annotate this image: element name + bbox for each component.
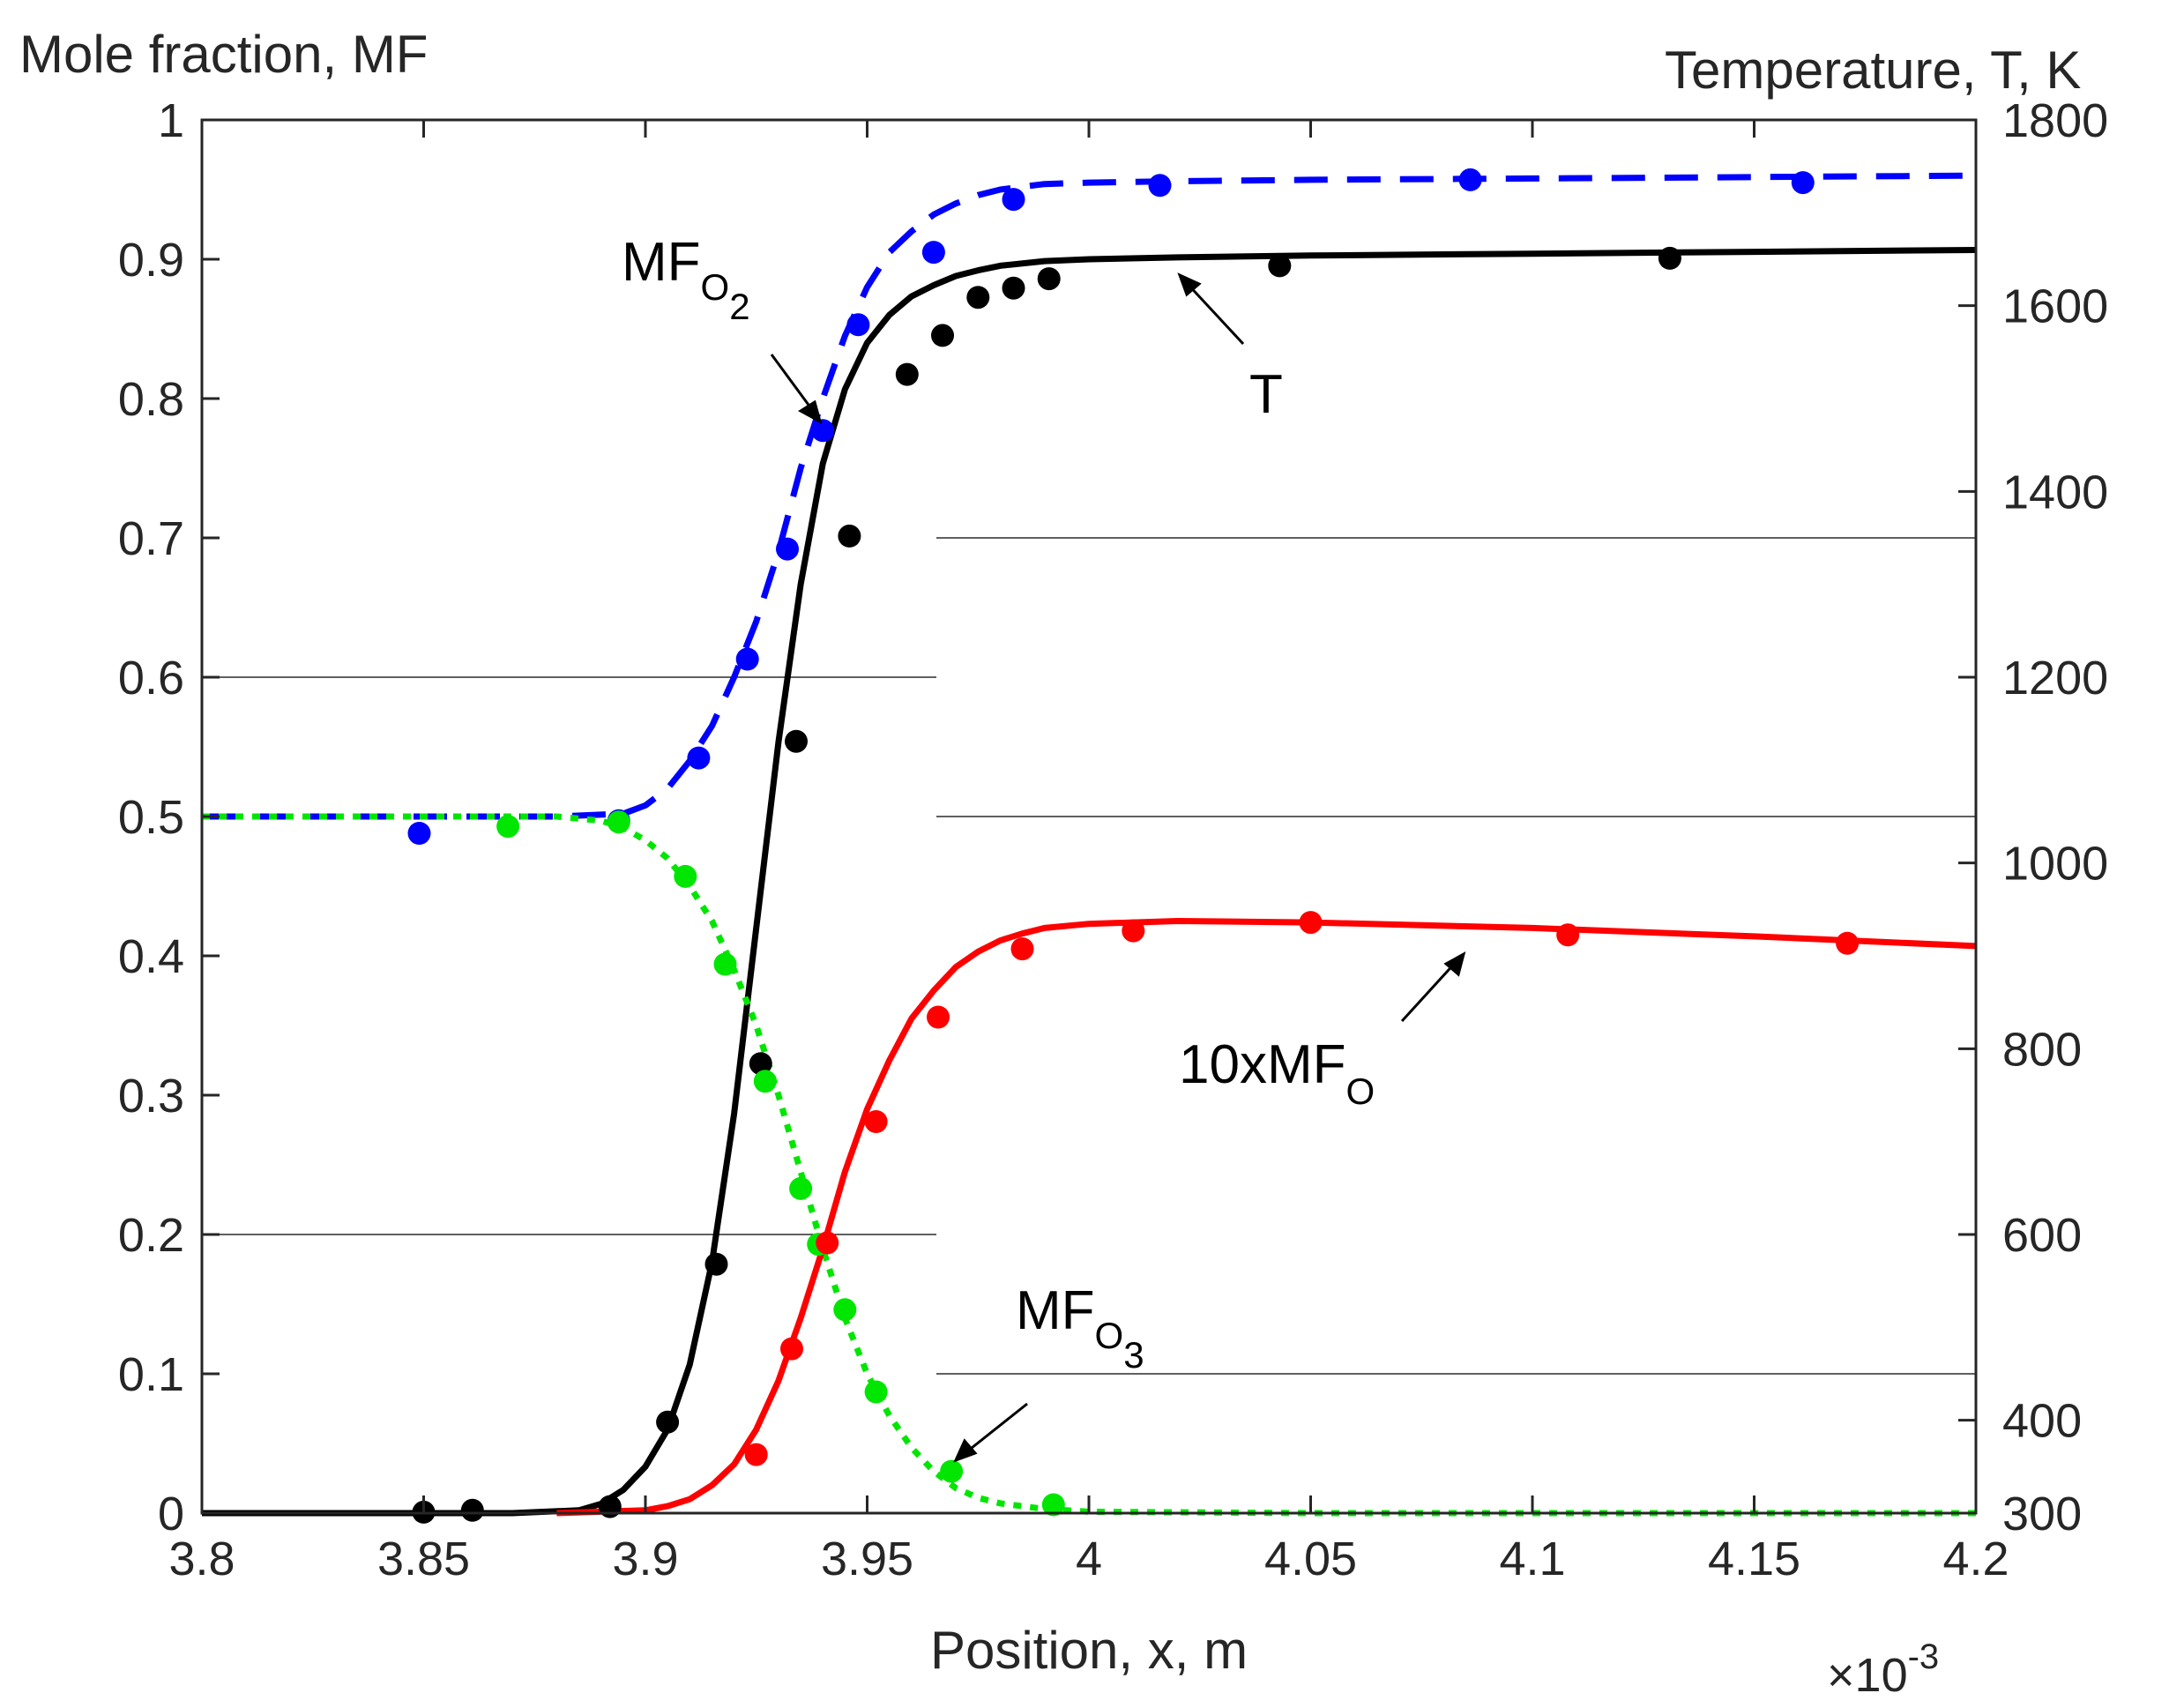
data-point-t xyxy=(895,362,919,386)
x-tick-label: 4.15 xyxy=(1708,1533,1800,1585)
x-exponent: ×10-3 xyxy=(1827,1637,1939,1702)
data-point-t xyxy=(598,1495,622,1518)
data-point-mf-o2 xyxy=(776,537,799,561)
series-line-10xmf-o xyxy=(556,918,1977,1517)
data-point-10xmf-o xyxy=(1010,937,1034,961)
data-point-10xmf-o xyxy=(1556,923,1580,947)
data-point-mf-o3 xyxy=(607,810,630,834)
data-point-mf-o3 xyxy=(789,1176,813,1200)
data-point-mf-o3 xyxy=(753,1070,777,1093)
x-axis-title: Position, x, m xyxy=(930,1621,1248,1680)
data-point-mf-o2 xyxy=(1458,168,1482,191)
x-tick-label: 3.8 xyxy=(168,1533,235,1585)
annotation-arrows xyxy=(770,272,1466,1463)
data-point-mf-o3 xyxy=(864,1380,888,1404)
y-left-tick-label: 0.1 xyxy=(118,1348,184,1401)
x-tick-label: 3.95 xyxy=(821,1533,913,1585)
x-tick-label: 3.9 xyxy=(612,1533,678,1585)
data-point-mf-o2 xyxy=(846,313,870,337)
annotation-10xmf-o: 10xMFO xyxy=(1179,1034,1375,1112)
data-point-mf-o2 xyxy=(1002,188,1025,212)
data-point-t xyxy=(838,524,861,548)
data-point-t xyxy=(1268,254,1292,278)
data-point-mf-o3 xyxy=(833,1298,857,1322)
data-point-mf-o2 xyxy=(407,822,431,845)
data-point-t xyxy=(931,324,954,347)
y-right-tick-label: 300 xyxy=(2002,1488,2082,1540)
data-point-t xyxy=(656,1410,680,1434)
y-left-tick-label: 1 xyxy=(158,94,184,147)
y-left-tick-label: 0.6 xyxy=(118,652,184,705)
data-point-t xyxy=(1658,246,1681,270)
x-tick-label: 4.2 xyxy=(1942,1533,2009,1585)
data-point-t xyxy=(460,1498,484,1522)
y-left-tick-label: 0.7 xyxy=(118,512,184,565)
y-left-tick-label: 0.9 xyxy=(118,234,184,287)
y-right-tick-label: 1800 xyxy=(2002,94,2108,147)
y-left-tick-label: 0 xyxy=(158,1488,184,1540)
series-lines xyxy=(202,172,1977,1517)
y-left-tick-label: 0.4 xyxy=(118,930,184,983)
data-point-mf-o2 xyxy=(921,241,945,265)
data-point-10xmf-o xyxy=(1299,911,1323,935)
y-right-tick-label: 600 xyxy=(2002,1209,2082,1262)
data-point-10xmf-o xyxy=(1122,919,1145,943)
data-point-mf-o3 xyxy=(1041,1493,1065,1517)
data-point-mf-o3 xyxy=(674,864,697,888)
data-point-mf-o3 xyxy=(713,952,737,976)
y-right-tick-label: 800 xyxy=(2002,1023,2082,1076)
data-point-mf-o2 xyxy=(1148,174,1172,198)
x-tick-label: 3.85 xyxy=(377,1533,470,1585)
series-line-t xyxy=(202,247,1977,1517)
data-point-mf-o2 xyxy=(811,419,835,443)
data-point-t xyxy=(704,1252,728,1276)
x-tick-label: 4.1 xyxy=(1499,1533,1565,1585)
data-point-mf-o3 xyxy=(940,1459,964,1483)
y-left-tick-label: 0.5 xyxy=(118,791,184,844)
x-tick-label: 4 xyxy=(1076,1533,1102,1585)
y-right-axis-title: Temperature, T, K xyxy=(1665,41,2081,100)
data-point-t xyxy=(1037,267,1061,291)
annotation-mf-o2: MFO2 xyxy=(622,232,750,327)
data-point-t xyxy=(785,729,808,753)
data-point-10xmf-o xyxy=(864,1110,888,1133)
y-right-tick-label: 1000 xyxy=(2002,838,2108,891)
series-line-mf-o2 xyxy=(202,172,1977,820)
data-point-mf-o2 xyxy=(735,647,759,671)
y-left-axis-title: Mole fraction, MF xyxy=(19,25,428,84)
axis-ticks: 3.8 3.85 3.9 3.95 4 4.05 4.1 4.15 4.2 0 0.1 0.2 0.3 0… xyxy=(118,94,2108,1585)
data-point-mf-o3 xyxy=(496,815,520,839)
annotation-t: T xyxy=(1249,364,1283,425)
data-point-10xmf-o xyxy=(816,1231,839,1255)
data-point-t xyxy=(749,1052,772,1076)
data-point-10xmf-o xyxy=(780,1337,803,1361)
data-point-t xyxy=(1002,276,1025,300)
data-point-10xmf-o xyxy=(1836,931,1860,955)
x-tick-label: 4.05 xyxy=(1264,1533,1357,1585)
y-left-tick-label: 0.2 xyxy=(118,1209,184,1262)
data-point-t xyxy=(966,286,990,310)
data-point-10xmf-o xyxy=(744,1443,768,1466)
data-point-mf-o2 xyxy=(687,746,711,770)
data-point-mf-o2 xyxy=(1791,171,1815,195)
annotation-mf-o3: MFO3 xyxy=(1016,1280,1144,1376)
y-right-tick-label: 1400 xyxy=(2002,466,2108,518)
series-markers xyxy=(407,168,1860,1524)
y-left-tick-label: 0.3 xyxy=(118,1070,184,1123)
y-right-tick-label: 1600 xyxy=(2002,280,2108,333)
y-right-tick-label: 400 xyxy=(2002,1395,2082,1448)
data-point-10xmf-o xyxy=(927,1005,950,1029)
y-right-tick-label: 1200 xyxy=(2002,652,2108,705)
y-left-tick-label: 0.8 xyxy=(118,373,184,426)
series-line-mf-o3 xyxy=(202,813,1976,1517)
grid-lines xyxy=(202,537,1976,1375)
